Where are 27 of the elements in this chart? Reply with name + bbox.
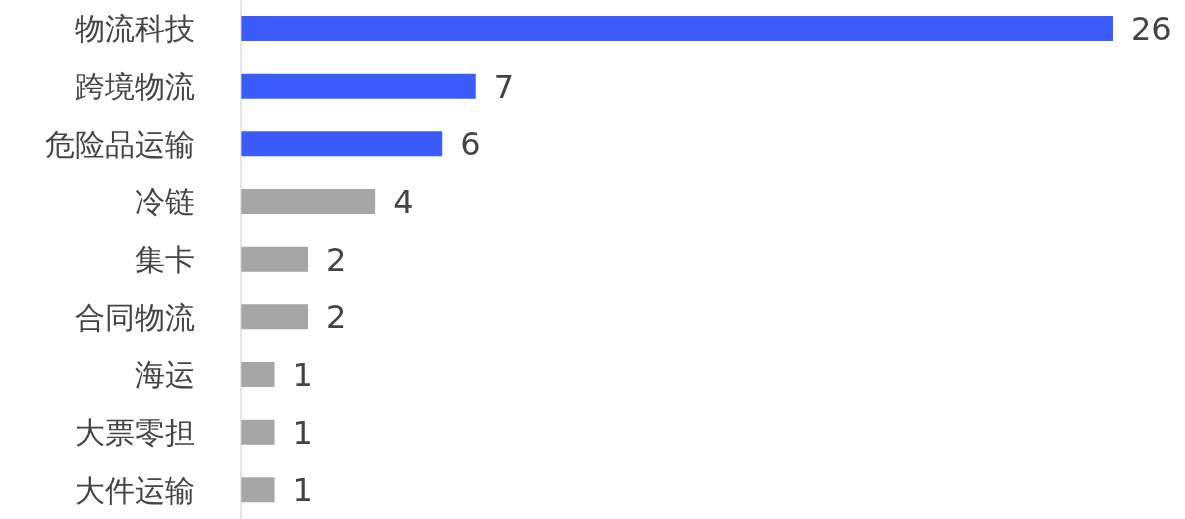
bar (241, 246, 309, 272)
y-tick-label: 大件运输 (75, 472, 195, 508)
bar (241, 304, 309, 330)
y-tick-label: 合同物流 (75, 299, 195, 335)
data-label: 6 (460, 125, 481, 164)
bar (241, 189, 376, 214)
y-tick-label: 大票零担 (75, 415, 195, 451)
bar (241, 362, 275, 387)
bar (241, 477, 275, 503)
y-tick-label: 冷链 (135, 184, 195, 220)
y-tick-label: 物流科技 (75, 11, 195, 47)
y-tick-label: 集卡 (135, 242, 195, 278)
y-tick-label: 跨境物流 (75, 69, 195, 105)
y-tick-label: 危险品运输 (45, 126, 195, 162)
data-label: 4 (393, 182, 414, 221)
bar (241, 419, 275, 445)
bar (241, 16, 1113, 41)
data-label: 26 (1131, 9, 1172, 48)
data-label: 2 (326, 240, 347, 279)
data-label: 1 (292, 471, 313, 510)
bar (241, 73, 476, 99)
data-label: 1 (292, 413, 313, 452)
data-label: 1 (292, 355, 313, 394)
bar (241, 131, 443, 157)
data-label: 2 (326, 298, 347, 337)
y-tick-label: 海运 (135, 357, 195, 393)
data-label: 7 (493, 67, 515, 106)
